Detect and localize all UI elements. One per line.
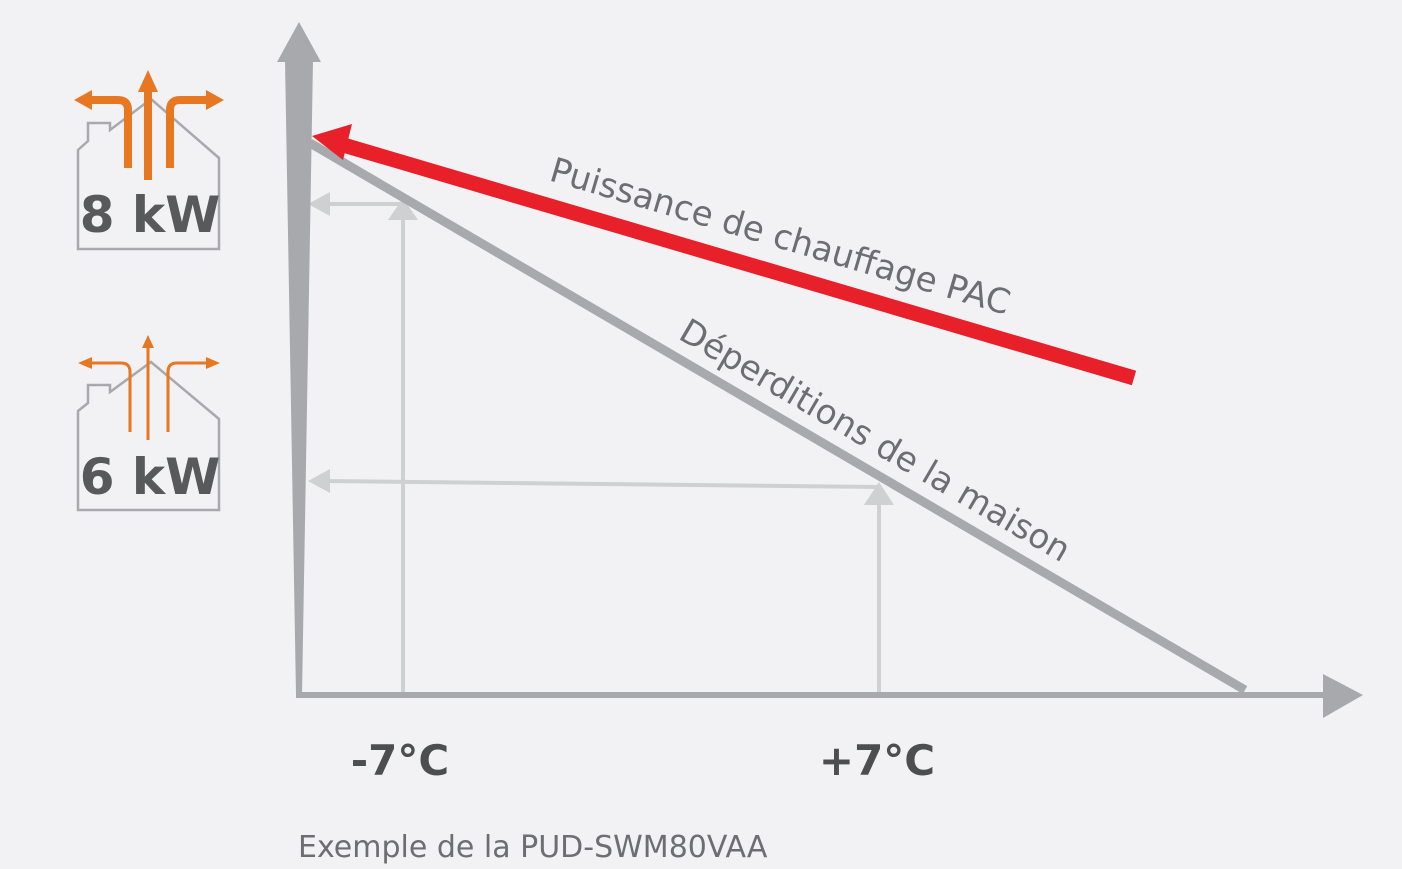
house-icon-8kw: 8 kW [74, 70, 224, 251]
heat-arrows-large-icon [90, 88, 208, 180]
power-label-8kw: 8 kW [80, 186, 221, 244]
x-tick-minus7: -7°C [351, 736, 449, 785]
power-label-6kw: 6 kW [80, 448, 221, 506]
guide-lines [308, 192, 894, 695]
x-tick-plus7: +7°C [819, 736, 935, 785]
x-axis [296, 674, 1363, 718]
heat-pump-power-arrow [312, 124, 1137, 386]
y-axis [277, 22, 321, 695]
house-loss-line [307, 139, 1248, 694]
caption: Exemple de la PUD-SWM80VAA [298, 830, 768, 865]
heat-pump-label: Puissance de chauffage PAC [545, 150, 1014, 323]
house-icon-6kw: 6 kW [76, 335, 221, 512]
heat-arrows-small-icon [90, 346, 210, 440]
